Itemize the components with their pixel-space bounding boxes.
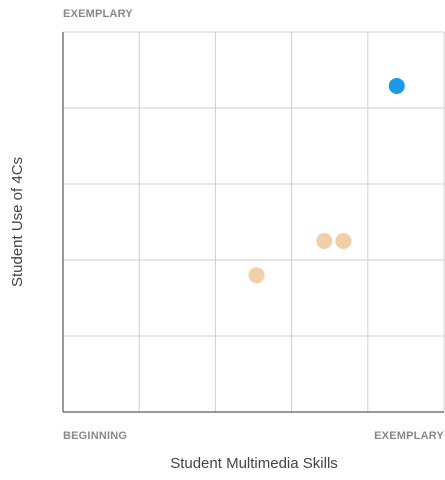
point: [335, 233, 352, 249]
x-start-label: BEGINNING: [63, 430, 127, 442]
y-end-label: EXEMPLARY: [63, 8, 133, 20]
point: [248, 267, 265, 284]
point: [316, 233, 333, 249]
x-end-label: EXEMPLARY: [374, 430, 444, 442]
y-axis-title: Student Use of 4Cs: [9, 157, 26, 287]
point: [388, 77, 405, 94]
x-axis-title: Student Multimedia Skills: [170, 455, 338, 472]
